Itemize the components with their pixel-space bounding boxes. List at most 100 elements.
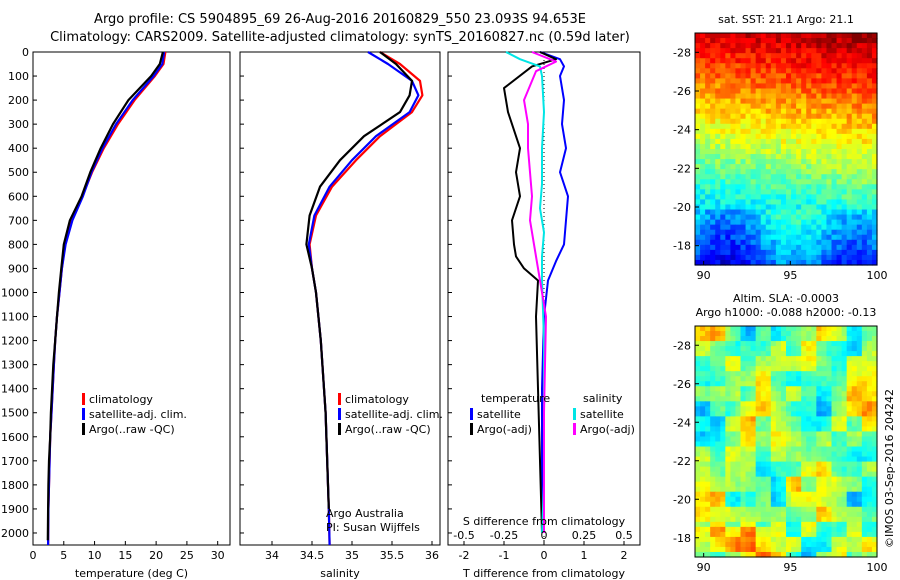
heatmap-cell [821,259,828,266]
heatmap-cell [831,43,838,49]
heatmap-cell [700,416,706,423]
heatmap-cell [831,58,838,64]
heatmap-cell [791,209,797,216]
heatmap-cell [811,326,817,332]
heatmap-cell [755,491,762,498]
heatmap-cell [760,143,767,150]
heatmap-cell [866,118,873,125]
heatmap-cell [811,98,817,105]
heatmap-cell [695,199,701,206]
heatmap-cell [735,401,742,407]
heatmap-cell [811,416,817,423]
heatmap-cell [831,254,838,261]
heatmap-cell [846,48,853,54]
heatmap-cell [811,391,817,397]
heatmap-cell [715,341,721,347]
heatmap-cell [745,326,752,332]
heatmap-cell [760,113,767,120]
heatmap-cell [866,411,873,417]
heatmap-cell [715,501,721,508]
heatmap-cell [700,164,706,170]
heatmap-cell [740,133,747,140]
heatmap-cell [871,214,878,221]
y-tick-label: -20 [673,201,691,214]
heatmap-cell [740,123,747,130]
heatmap-cell [755,531,762,538]
heatmap-cell [796,501,802,508]
heatmap-cell [861,376,868,382]
heatmap-cell [710,531,716,538]
heatmap-cell [846,58,853,64]
heatmap-cell [871,229,878,236]
heatmap-cell [831,108,838,115]
heatmap-cell [836,113,843,120]
heatmap-cell [866,108,873,115]
heatmap-cell [755,78,762,85]
heatmap-cell [806,68,812,74]
heatmap-cell [720,73,726,79]
heatmap-cell [700,199,706,206]
heatmap-cell [796,118,802,125]
heatmap-cell [846,38,853,44]
heatmap-cell [700,133,706,140]
heatmap-cell [851,401,858,407]
heatmap-cell [740,138,747,145]
heatmap-cell [750,88,757,95]
heatmap-cell [821,118,828,125]
heatmap-cell [821,184,828,190]
heatmap-cell [770,219,777,226]
heatmap-cell [730,431,737,438]
heatmap-cell [866,68,873,74]
heatmap-cell [750,386,757,392]
heatmap-cell [735,149,742,155]
y-tick-label: -26 [673,85,691,98]
heatmap-cell [765,249,772,256]
heatmap-cell [780,78,787,85]
heatmap-cell [740,351,747,357]
heatmap-cell [866,336,873,342]
heatmap-cell [735,88,742,95]
heatmap-cell [710,341,716,347]
heatmap-cell [796,133,802,140]
heatmap-cell [826,98,833,105]
heatmap-cell [861,366,868,372]
heatmap-cell [705,401,711,407]
heatmap-cell [856,209,863,216]
heatmap-cell [725,376,731,382]
heatmap-cell [826,184,833,190]
heatmap-cell [831,381,838,387]
heatmap-cell [866,431,873,438]
heatmap-cell [856,53,863,59]
heatmap-cell [871,169,878,175]
heatmap-cell [836,391,843,397]
heatmap-cell [791,219,797,226]
heatmap-cell [720,406,726,412]
heatmap-cell [780,169,787,175]
heatmap-cell [705,138,711,145]
heatmap-cell [725,138,731,145]
heatmap-cell [821,371,828,377]
heatmap-cell [806,113,812,120]
heatmap-cell [775,164,782,170]
heatmap-cell [775,351,782,357]
heatmap-cell [801,239,807,246]
heatmap-cell [866,113,873,120]
heatmap-cell [786,164,792,170]
heatmap-cell [770,108,777,115]
heatmap-cell [786,476,792,483]
heatmap-cell [720,446,726,453]
x-axis-label: temperature (deg C) [75,567,188,580]
heatmap-cell [846,259,853,266]
heatmap-cell [730,396,737,402]
heatmap-cell [730,516,737,523]
heatmap-cell [861,501,868,508]
heatmap-cell [760,214,767,221]
heatmap-cell [735,341,742,347]
heatmap-cell [770,541,777,548]
heatmap-cell [786,341,792,347]
heatmap-cell [846,391,853,397]
heatmap-cell [730,531,737,538]
heatmap-cell [780,179,787,185]
heatmap-cell [816,361,822,367]
